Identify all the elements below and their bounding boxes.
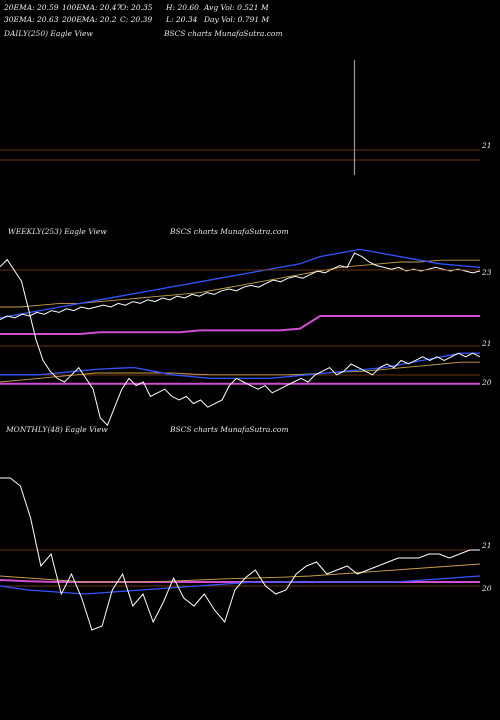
day-vol-readout: Day Vol: 0.791 M	[204, 15, 270, 24]
monthly-ytick-20: 20	[482, 584, 492, 593]
weekly-watermark: BSCS charts MunafaSutra.com	[170, 227, 289, 236]
low-readout: L: 20.34	[166, 15, 198, 24]
monthly-ema100-line	[0, 563, 481, 583]
ema30-readout: 30EMA: 20.63	[4, 15, 59, 24]
high-readout: H: 20.60	[166, 3, 199, 12]
weekly-price-line	[0, 258, 481, 427]
close-readout: C: 20.39	[120, 15, 153, 24]
weekly-ytick-20: 20	[482, 378, 492, 387]
avg-vol-readout: Avg Vol: 0.521 M	[204, 3, 269, 12]
ema20-readout: 20EMA: 20.59	[4, 3, 59, 12]
daily-price-line	[0, 252, 481, 321]
weekly-ema100-line	[0, 361, 480, 383]
monthly-ytick-21: 21	[482, 541, 492, 550]
weekly-ytick-23: 23	[482, 268, 492, 277]
weekly-ytick-21: 21	[482, 339, 492, 348]
ema200-readout: 200EMA: 20.2	[62, 15, 117, 24]
daily-watermark: BSCS charts MunafaSutra.com	[164, 29, 283, 38]
weekly-panel-title: WEEKLY(253) Eagle View	[8, 227, 107, 236]
daily-panel-title: DAILY(250) Eagle View	[4, 29, 93, 38]
monthly-price-line	[0, 477, 480, 631]
open-readout: O: 20.35	[120, 3, 153, 12]
weekly-ema20-line	[0, 352, 480, 380]
monthly-watermark: BSCS charts MunafaSutra.com	[170, 425, 289, 434]
daily-ema20-line	[0, 248, 481, 319]
daily-ytick-21: 21	[482, 141, 492, 150]
monthly-panel-title: MONTHLY(48) Eagle View	[6, 425, 108, 434]
daily-ema100-line	[0, 259, 480, 308]
ema100-readout: 100EMA: 20.47	[62, 3, 122, 12]
daily-ema200-line	[0, 315, 480, 335]
